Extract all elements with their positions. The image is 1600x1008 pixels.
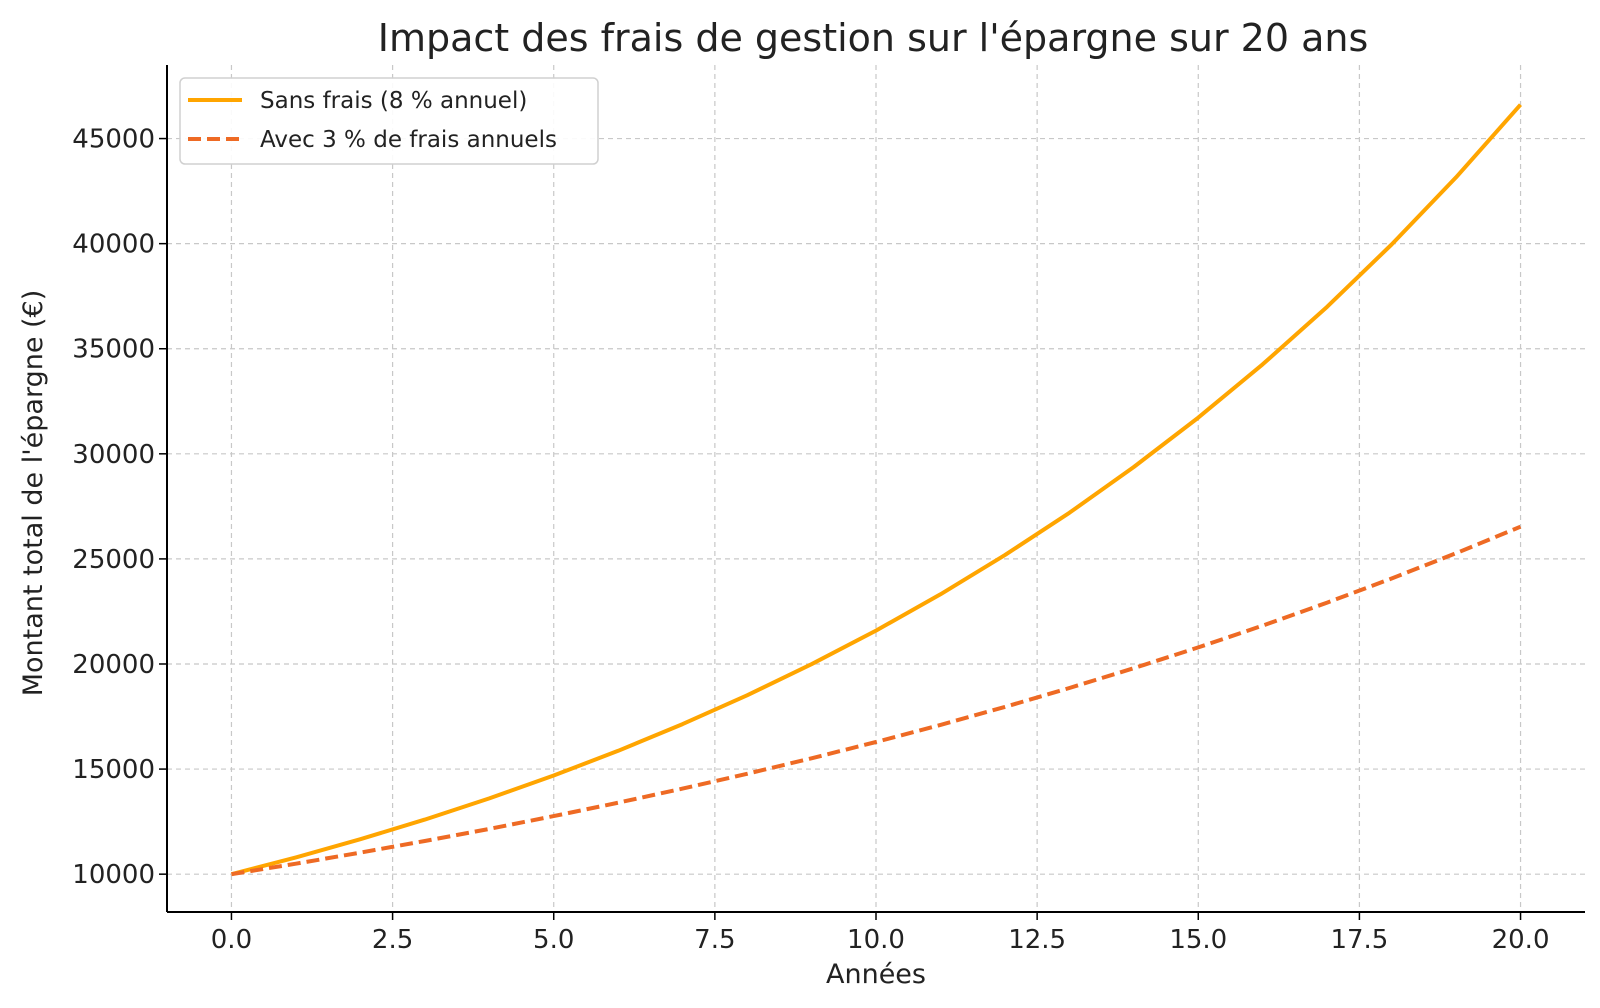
- x-tick-label: 5.0: [533, 925, 574, 955]
- y-tick-label: 15000: [72, 755, 155, 785]
- x-tick-label: 7.5: [694, 925, 735, 955]
- grid: [167, 65, 1585, 912]
- legend-label-avec-frais: Avec 3 % de frais annuels: [260, 127, 557, 153]
- y-tick-label: 20000: [72, 650, 155, 680]
- legend-box: [179, 77, 599, 165]
- legend-label-sans-frais: Sans frais (8 % annuel): [260, 88, 527, 114]
- x-tick-label: 15.0: [1169, 925, 1227, 955]
- y-axis-label: Montant total de l'épargne (€): [18, 290, 49, 697]
- y-tick-label: 10000: [72, 860, 155, 890]
- series-layer: [230, 103, 1522, 877]
- x-tick-label: 2.5: [372, 925, 413, 955]
- x-ticks: 0.0 2.5 5.0 7.5 10.0 12.5 15.0 17.5 20.0: [211, 912, 1550, 955]
- y-tick-label: 40000: [72, 230, 155, 260]
- y-tick-label: 45000: [72, 125, 155, 155]
- y-tick-label: 25000: [72, 545, 155, 575]
- x-axis-label: Années: [826, 959, 926, 990]
- y-tick-label: 35000: [72, 335, 155, 365]
- y-tick-label: 30000: [72, 440, 155, 470]
- x-tick-label: 12.5: [1008, 925, 1066, 955]
- y-ticks: 10000 15000 20000 25000 30000 35000 40000 45000: [72, 125, 167, 890]
- legend: Sans frais (8 % annuel) Avec 3 % de frai…: [179, 77, 599, 165]
- x-tick-label: 17.5: [1330, 925, 1388, 955]
- x-tick-label: 20.0: [1492, 925, 1550, 955]
- x-tick-label: 10.0: [847, 925, 905, 955]
- series-line-0: [230, 103, 1522, 877]
- x-tick-label: 0.0: [211, 925, 252, 955]
- series-line-1: [231, 524, 1522, 877]
- chart-title: Impact des frais de gestion sur l'épargn…: [378, 16, 1369, 60]
